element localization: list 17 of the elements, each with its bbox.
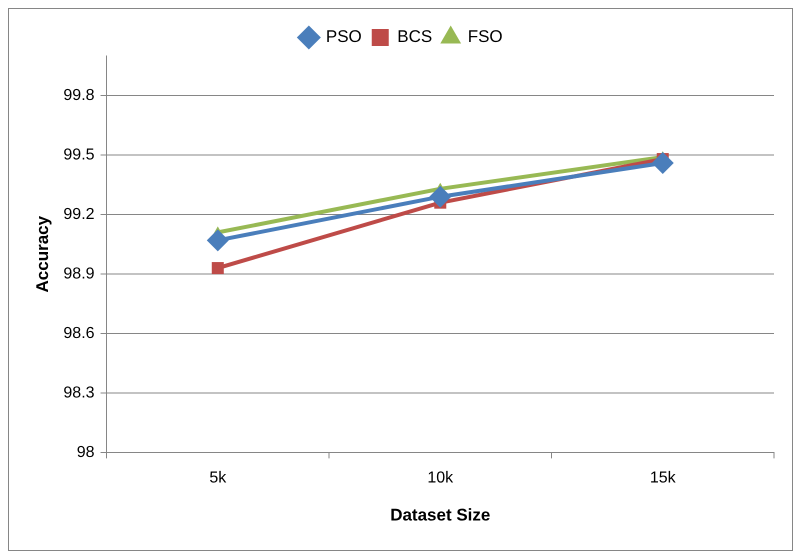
legend-label: FSO	[468, 27, 503, 46]
x-tick-label: 10k	[427, 469, 454, 486]
y-tick-label: 99.5	[63, 146, 95, 164]
y-tick-label: 99.8	[63, 87, 95, 104]
y-tick-label: 98	[76, 444, 95, 461]
x-axis-title: Dataset Size	[390, 505, 490, 524]
y-tick-label: 98.6	[63, 324, 95, 342]
y-axis-title: Accuracy	[32, 215, 52, 292]
y-tick-label: 98.3	[63, 384, 95, 402]
y-tick-label: 98.9	[63, 265, 95, 282]
y-tick-label: 99.2	[63, 206, 95, 223]
legend-label: PSO	[326, 27, 362, 46]
legend-label: BCS	[397, 27, 432, 46]
point	[652, 152, 674, 174]
x-tick-label: 15k	[650, 469, 677, 486]
point	[212, 262, 224, 274]
x-tick-label: 5k	[209, 469, 228, 486]
